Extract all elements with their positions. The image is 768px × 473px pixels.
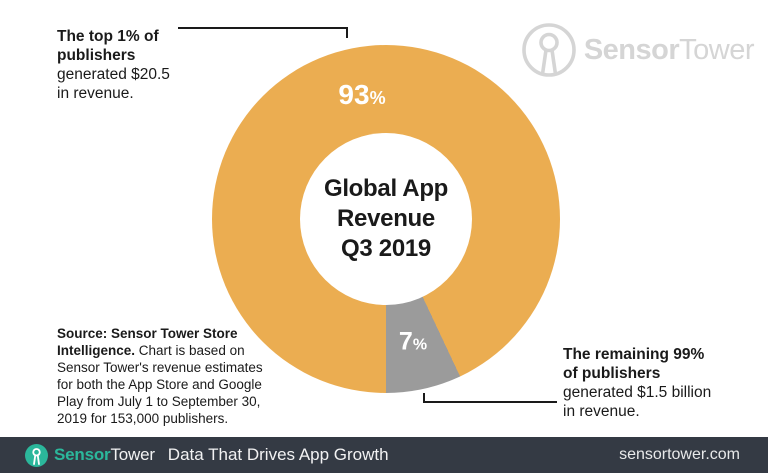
source-note: Source: Sensor Tower Store Intelligence.… (57, 325, 263, 427)
percent-sign: % (369, 88, 386, 108)
source-bold-fragment: Intelligence. (57, 343, 136, 358)
footer-tagline: Data That Drives App Growth (167, 445, 389, 464)
chart-title-line: Revenue (337, 205, 435, 232)
slice-value: 93 (338, 79, 370, 110)
annotation-line: The remaining 99% (563, 346, 705, 363)
source-line: Play from July 1 to September 30, (57, 394, 261, 409)
annotation-line: of publishers (563, 365, 661, 382)
source-line: 2019 for 153,000 publishers. (57, 411, 229, 426)
footer-wordmark: SensorTower (54, 445, 155, 465)
annotation-line: generated $20.5 (57, 66, 170, 83)
sensor-tower-antenna-icon (522, 23, 576, 77)
source-regular-fragment: Chart is based on (135, 343, 245, 358)
wordmark-sensor: Sensor (583, 33, 680, 66)
wordmark-tower: Tower (110, 445, 155, 464)
sensor-tower-wordmark: SensorTower (583, 33, 755, 67)
annotation-top-publishers: The top 1% of publishers generated $20.5… (57, 27, 170, 103)
footer-bar: SensorTower Data That Drives App Growth … (0, 437, 768, 473)
footer-brand: SensorTower (25, 443, 155, 467)
annotation-line: in revenue. (57, 85, 134, 102)
source-line: Source: Sensor Tower Store (57, 326, 238, 341)
chart-title: Global App Revenue Q3 2019 (324, 174, 448, 264)
wordmark-sensor: Sensor (54, 445, 111, 464)
donut-chart (212, 45, 560, 393)
sensor-tower-antenna-icon (25, 443, 48, 467)
chart-title-line: Q3 2019 (341, 235, 431, 262)
wordmark-tower: Tower (679, 33, 754, 66)
source-line: Sensor Tower's revenue estimates (57, 360, 263, 375)
annotation-line: The top 1% of (57, 28, 159, 45)
donut-hole (300, 133, 472, 305)
source-line: Intelligence. Chart is based on (57, 342, 263, 359)
sensor-tower-logo-gray: SensorTower (521, 22, 754, 78)
annotation-remaining-publishers: The remaining 99% of publishers generate… (563, 345, 711, 421)
callout-line-top (178, 27, 348, 38)
source-line: for both the App Store and Google (57, 377, 262, 392)
slice-label-93-percent: 93% (338, 79, 385, 111)
footer-url: sensortower.com (619, 446, 740, 463)
annotation-line: publishers (57, 47, 136, 64)
percent-sign: % (412, 336, 428, 354)
slice-value: 7 (398, 327, 413, 356)
slice-label-7-percent: 7% (399, 328, 427, 357)
annotation-line: in revenue. (563, 403, 640, 420)
annotation-line: generated $1.5 billion (563, 384, 712, 401)
callout-line-bottom (423, 393, 557, 403)
chart-title-line: Global App (323, 175, 449, 202)
